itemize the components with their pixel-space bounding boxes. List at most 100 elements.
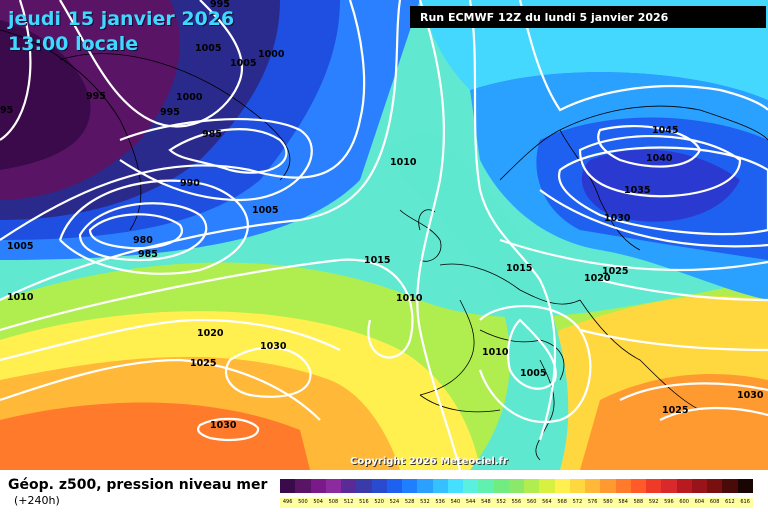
isobar-label: 1025	[602, 266, 628, 277]
svg-text:1010: 1010	[7, 292, 34, 303]
isobar-label: 1030	[737, 390, 764, 401]
color-scale-label: 588	[630, 498, 646, 508]
color-scale-swatch	[539, 479, 555, 493]
isobar-label: 985	[138, 249, 158, 260]
forecast-hour: (+240h)	[14, 494, 60, 507]
color-scale-label: 520	[371, 498, 387, 508]
isobar-label: 1025	[190, 358, 216, 369]
color-scale-label: 532	[417, 498, 433, 508]
color-scale-label: 508	[325, 498, 341, 508]
color-scale	[280, 479, 768, 495]
color-scale-swatch	[371, 479, 387, 493]
color-scale-swatch	[402, 479, 418, 493]
svg-text:1005: 1005	[520, 368, 546, 379]
isobar-label: 995	[160, 107, 180, 118]
isobar-label: 1005	[7, 241, 33, 252]
isobar-label: 1030	[210, 420, 237, 431]
color-scale-swatch	[646, 479, 662, 493]
color-scale-label: 528	[402, 498, 418, 508]
isobar-label: 985	[202, 129, 222, 140]
color-scale-swatch	[569, 479, 585, 493]
svg-text:1025: 1025	[602, 266, 628, 277]
isobar-label: 1010	[482, 347, 509, 358]
svg-text:990: 990	[180, 178, 200, 189]
weather-map: 995 1005 1000 1005 995 1000 95 995 985 9…	[0, 0, 768, 470]
color-scale-swatch	[356, 479, 372, 493]
color-scale-swatch	[722, 479, 738, 493]
svg-text:995: 995	[210, 0, 230, 10]
color-scale-labels: 496 500 504 508 512 516 520 524 528 532 536 540 544 5…	[280, 498, 768, 508]
svg-text:1005: 1005	[195, 43, 221, 54]
color-scale-label: 516	[356, 498, 372, 508]
color-scale-swatch	[417, 479, 433, 493]
svg-text:1015: 1015	[506, 263, 532, 274]
isobar-label: 1005	[195, 43, 221, 54]
color-scale-swatch	[585, 479, 601, 493]
color-scale-swatch	[447, 479, 463, 493]
isobar-label: 1000	[176, 92, 203, 103]
color-scale-label: 504	[310, 498, 326, 508]
svg-text:1035: 1035	[624, 185, 650, 196]
color-scale-swatch	[630, 479, 646, 493]
color-scale-label: 540	[447, 498, 463, 508]
field-deeppurple	[0, 20, 91, 170]
color-scale-swatch	[554, 479, 570, 493]
legend-bar: Géop. z500, pression niveau mer (+240h) …	[0, 470, 768, 512]
isobar-label: 990	[180, 178, 200, 189]
isobar-lines	[0, 0, 768, 470]
svg-text:1010: 1010	[396, 293, 423, 304]
isobar-label: 1030	[260, 341, 287, 352]
color-scale-swatch	[341, 479, 357, 493]
color-scale-swatch	[508, 479, 524, 493]
isobar-label: 1040	[646, 153, 673, 164]
isobar-label: 1015	[506, 263, 532, 274]
isobar-label: 1010	[390, 157, 417, 168]
color-scale-label: 524	[386, 498, 402, 508]
svg-text:1040: 1040	[646, 153, 673, 164]
isobar-label: 1045	[652, 125, 678, 136]
color-scale-label: 604	[691, 498, 707, 508]
isobar-labels: 995 1005 1000 1005 995 1000 95 995 985 9…	[0, 0, 764, 431]
color-scale-label: 572	[569, 498, 585, 508]
isobar-label: 1035	[624, 185, 650, 196]
svg-text:1005: 1005	[230, 58, 256, 69]
svg-text:95: 95	[0, 105, 13, 116]
svg-text:980: 980	[133, 235, 153, 246]
svg-text:995: 995	[86, 91, 106, 102]
svg-text:1030: 1030	[737, 390, 764, 401]
color-scale-label: 500	[295, 498, 311, 508]
field-trough	[380, 130, 569, 470]
isobar-label: 1030	[604, 213, 631, 224]
color-scale-swatch	[493, 479, 509, 493]
isobar-label: 1000	[258, 49, 285, 60]
color-scale-swatch	[661, 479, 677, 493]
color-scale-label: 496	[280, 498, 296, 508]
color-scale-swatch	[600, 479, 616, 493]
color-scale-label: 580	[600, 498, 616, 508]
svg-text:985: 985	[138, 249, 158, 260]
color-scale-swatch	[478, 479, 494, 493]
isobar-label: 1025	[662, 405, 688, 416]
field-orange-east	[580, 374, 768, 470]
map-caption: Géop. z500, pression niveau mer	[8, 477, 268, 493]
color-scale-label: 608	[707, 498, 723, 508]
forecast-date: jeudi 15 janvier 2026	[8, 8, 235, 30]
isobar-label: 1010	[7, 292, 34, 303]
color-scale-swatch	[432, 479, 448, 493]
color-scale-label: 552	[493, 498, 509, 508]
svg-text:1005: 1005	[252, 205, 278, 216]
isobar-label: 1005	[252, 205, 278, 216]
field-scandi-deep	[581, 149, 740, 222]
color-scale-swatch	[386, 479, 402, 493]
model-run-label: Run ECMWF 12Z du lundi 5 janvier 2026	[410, 6, 766, 28]
color-scale-label: 592	[646, 498, 662, 508]
color-scale-label: 568	[554, 498, 570, 508]
color-scale-swatch	[615, 479, 631, 493]
isobar-label: 1020	[197, 328, 224, 339]
color-scale-label: 556	[508, 498, 524, 508]
svg-text:1020: 1020	[197, 328, 224, 339]
isobar-label: 995	[86, 91, 106, 102]
color-scale-label: 612	[722, 498, 738, 508]
svg-text:1010: 1010	[390, 157, 417, 168]
color-scale-swatch	[691, 479, 707, 493]
